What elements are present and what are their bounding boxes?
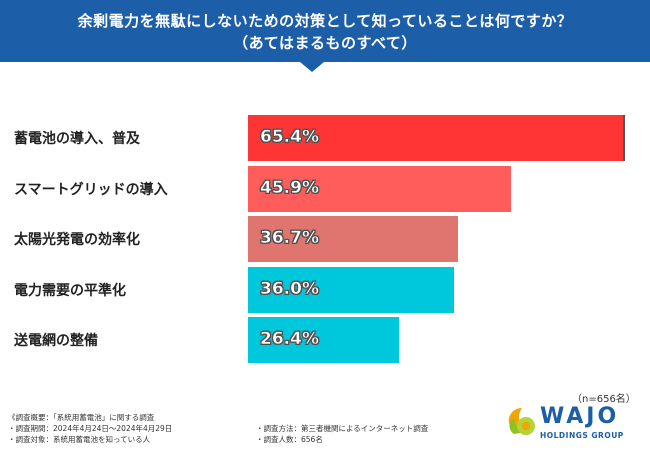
bar bbox=[248, 165, 512, 212]
chart-header: 余剰電力を無駄にしないための対策として知っていることは何ですか？ （あてはまるも… bbox=[0, 0, 650, 62]
logo-subtitle: HOLDINGS GROUP bbox=[540, 431, 624, 440]
header-pointer bbox=[300, 62, 324, 72]
bar bbox=[248, 115, 625, 161]
survey-count: ・調査人数：656名 bbox=[256, 435, 323, 444]
bar-value-label: 65.4% bbox=[260, 127, 319, 147]
survey-method: ・調査方法：第三者機関によるインターネット調査 bbox=[256, 424, 429, 433]
bar bbox=[248, 317, 400, 363]
survey-overview: 《調査概要：「系統用蓄電池」に関する調査 bbox=[8, 413, 155, 422]
bar bbox=[248, 216, 459, 262]
survey-notes-left: 《調査概要：「系統用蓄電池」に関する調査 ・調査期間：2024年4月24日〜20… bbox=[8, 412, 172, 445]
bar-value-label: 26.4% bbox=[260, 329, 319, 349]
category-label: スマートグリッドの導入 bbox=[14, 181, 168, 198]
category-label: 蓄電池の導入、普及 bbox=[14, 131, 140, 147]
wajo-logo-icon bbox=[508, 408, 535, 435]
chart-title-line1: 余剰電力を無駄にしないための対策として知っていることは何ですか？ bbox=[77, 12, 573, 30]
logo-name: WAJO bbox=[540, 404, 620, 429]
bar bbox=[248, 266, 455, 313]
survey-notes-right: ・調査方法：第三者機関によるインターネット調査 ・調査人数：656名 bbox=[256, 423, 428, 445]
chart-title-line2: （あてはまるものすべて） bbox=[233, 34, 417, 52]
category-label: 電力需要の平準化 bbox=[14, 282, 126, 299]
category-label: 太陽光発電の効率化 bbox=[14, 232, 140, 248]
bar-value-label: 36.0% bbox=[260, 278, 319, 299]
bar-value-label: 36.7% bbox=[260, 228, 319, 248]
category-label: 送電網の整備 bbox=[14, 333, 98, 349]
wajo-logo: WAJO HOLDINGS GROUP bbox=[504, 404, 634, 444]
survey-target: ・調査対象：系統用蓄電池を知っている人 bbox=[8, 435, 151, 444]
bar-value-label: 45.9% bbox=[260, 177, 319, 198]
survey-period: ・調査期間：2024年4月24日〜2024年4月29日 bbox=[8, 424, 173, 433]
sample-size-note: （n=656名） bbox=[572, 394, 636, 405]
